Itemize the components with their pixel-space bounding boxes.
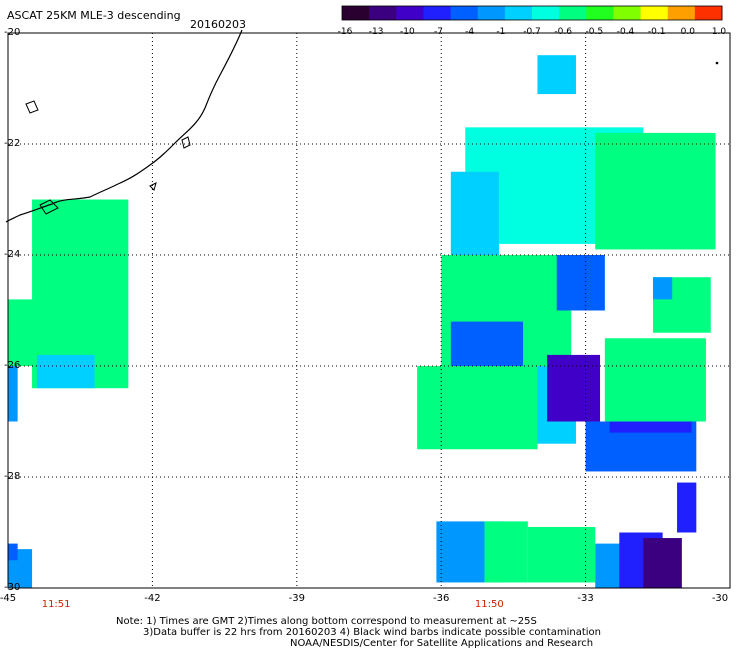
colorbar-swatch <box>369 6 397 20</box>
data-cell <box>8 543 18 561</box>
island-dot <box>715 61 719 65</box>
note-line-2: 3)Data buffer is 22 hrs from 20160203 4)… <box>143 627 601 638</box>
colorbar-tick-label: -4 <box>465 27 475 37</box>
note-line-3: NOAA/NESDIS/Center for Satellite Applica… <box>290 638 594 649</box>
colorbar-frame <box>341 5 723 21</box>
colorbar-tick-label: -0.6 <box>554 27 572 37</box>
plot-frame <box>7 32 731 589</box>
data-cell <box>484 521 528 583</box>
colorbar-tick-label: -0.1 <box>647 27 666 37</box>
colorbar-swatch <box>450 6 479 20</box>
colorbar-swatch <box>477 6 506 20</box>
colorbar-tick-label: -1 <box>496 27 506 37</box>
x-tick-label: -45 <box>0 593 17 604</box>
colorbar-swatch <box>532 6 560 20</box>
colorbar-swatch <box>423 6 452 20</box>
island-shape <box>181 136 191 149</box>
colorbar-swatch <box>559 6 587 20</box>
data-cell <box>604 338 706 422</box>
data-cell <box>537 55 576 95</box>
colorbar-swatch <box>667 6 696 20</box>
data-cell <box>450 321 524 366</box>
y-tick-label: -20 <box>4 27 21 38</box>
data-cell <box>677 482 697 533</box>
coastline-path <box>5 29 243 223</box>
note-line-1: Note: 1) Times are GMT 2)Times along bot… <box>116 616 537 627</box>
island-shape <box>25 100 39 114</box>
data-cell <box>643 538 682 588</box>
chart-date: 20160203 <box>190 18 246 31</box>
colorbar-swatch <box>504 6 533 20</box>
data-cell <box>8 366 18 422</box>
pass-time-label: 11:50 <box>474 599 504 610</box>
data-cell <box>556 255 605 311</box>
colorbar-tick-label: -10 <box>399 27 415 37</box>
x-tick-label: -33 <box>577 593 594 604</box>
colorbar-tick-label: -16 <box>337 27 353 37</box>
x-tick-label: -30 <box>711 593 729 604</box>
island-shape <box>39 199 59 215</box>
chart-title: ASCAT 25KM MLE-3 descending <box>7 9 181 22</box>
colorbar-tick-label: 1.0 <box>711 27 727 37</box>
colorbar-swatch <box>586 6 614 20</box>
colorbar-swatch <box>396 6 424 20</box>
x-tick-label: -42 <box>144 593 161 604</box>
data-field <box>8 55 716 588</box>
data-cell <box>36 354 95 389</box>
colorbar <box>342 6 723 20</box>
colorbar-swatch <box>613 6 642 20</box>
colorbar-tick-label: -7 <box>434 27 443 37</box>
coastline <box>5 29 719 223</box>
colorbar-tick-label: -0.7 <box>523 27 541 37</box>
colorbar-tick-label: -0.5 <box>585 27 604 37</box>
colorbar-tick-label: -0.4 <box>616 27 635 37</box>
colorbar-swatch <box>342 6 370 20</box>
data-cell <box>527 526 596 583</box>
x-tick-label: -36 <box>433 593 450 604</box>
data-cell <box>652 277 673 300</box>
y-tick-label: -28 <box>4 471 21 482</box>
y-tick-label: -30 <box>4 582 21 593</box>
colorbar-swatch <box>640 6 669 20</box>
pass-time-label: 11:51 <box>41 599 71 610</box>
y-tick-label: -26 <box>4 360 21 371</box>
data-cell <box>547 354 601 422</box>
y-tick-label: -24 <box>4 249 21 260</box>
data-cell <box>595 132 716 250</box>
colorbar-tick-label: 0.0 <box>680 27 695 37</box>
data-cell <box>417 366 538 450</box>
island-shape <box>149 182 157 191</box>
colorbar-tick-label: -13 <box>368 27 384 37</box>
data-cell <box>8 299 42 366</box>
data-cell <box>450 171 499 255</box>
colorbar-swatch <box>694 6 723 20</box>
y-tick-label: -22 <box>4 138 21 149</box>
x-tick-label: -39 <box>288 593 305 604</box>
